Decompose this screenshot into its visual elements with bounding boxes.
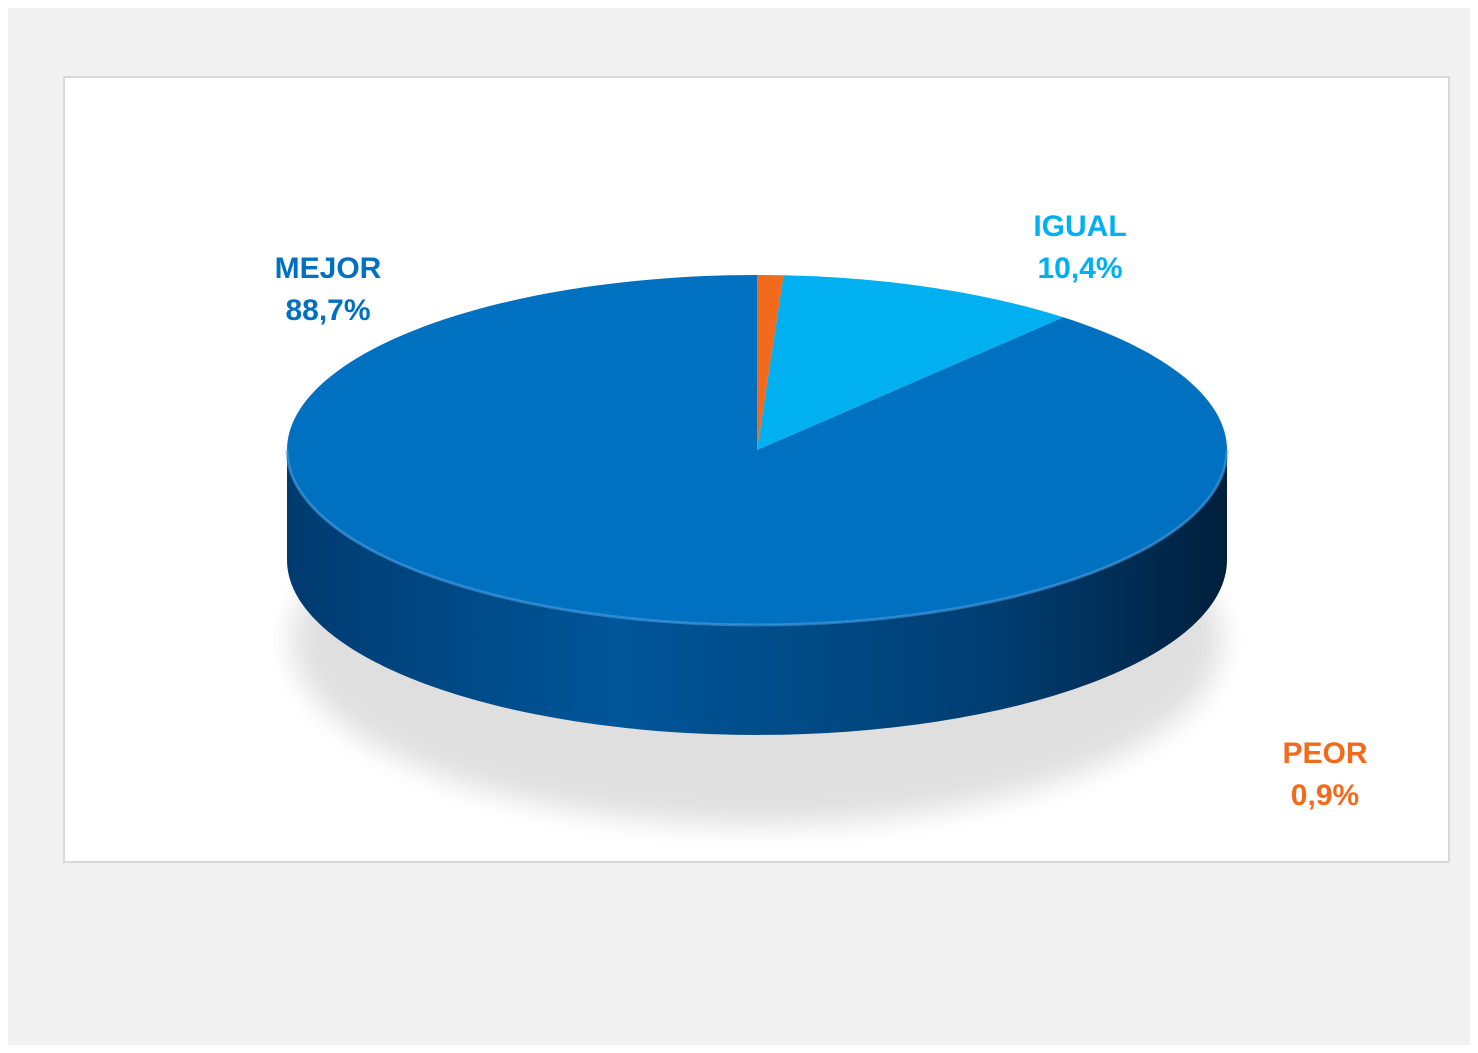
- pie-slice-peor: [757, 275, 784, 450]
- label-igual-value: 10,4%: [1037, 252, 1123, 285]
- label-igual-category: IGUAL: [1033, 210, 1127, 243]
- pie-slice-mejor: [286, 275, 1227, 625]
- label-mejor-category: MEJOR: [274, 252, 382, 285]
- pie-slice-igual: [757, 275, 1064, 450]
- pie-rim-highlight: [285, 449, 1229, 627]
- label-peor: PEOR 0,9%: [1255, 733, 1395, 817]
- label-mejor-value: 88,7%: [285, 294, 371, 327]
- label-peor-category: PEOR: [1282, 737, 1368, 770]
- label-igual: IGUAL 10,4%: [1010, 206, 1150, 290]
- label-mejor: MEJOR 88,7%: [258, 248, 398, 332]
- pie-side-wall-mejor: [287, 450, 1227, 735]
- label-peor-value: 0,9%: [1290, 779, 1360, 812]
